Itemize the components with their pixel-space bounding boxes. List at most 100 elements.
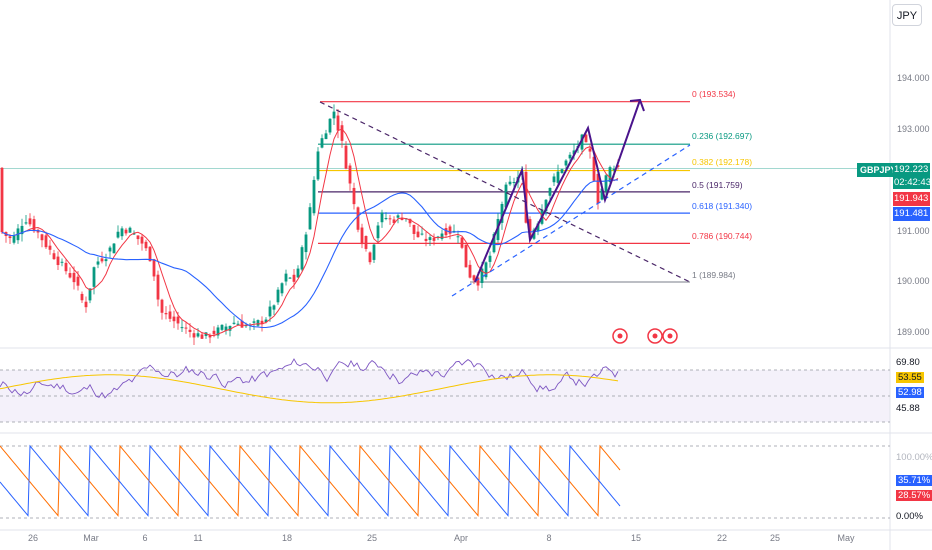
candle-body <box>92 267 96 287</box>
candle-body <box>180 327 184 329</box>
candle-body <box>236 323 240 325</box>
rsi-ma-value: 53.55 <box>896 372 924 383</box>
candle-body <box>456 236 460 238</box>
candle-body <box>392 219 396 224</box>
aroon-down-line <box>0 444 621 517</box>
candle-body <box>512 182 516 184</box>
time-axis-label: 15 <box>630 533 642 543</box>
candle-body <box>372 244 376 260</box>
currency-button[interactable]: JPY <box>892 4 922 26</box>
candle-body <box>324 133 328 140</box>
candle-body <box>8 236 12 239</box>
candle-body <box>508 181 512 185</box>
candle-body <box>492 233 496 253</box>
fib-label-0382: 0.382 (192.178) <box>692 157 753 167</box>
candle-body <box>120 228 124 237</box>
candle-body <box>168 311 172 319</box>
candle-body <box>64 262 68 272</box>
candle-body <box>336 115 340 131</box>
fib-label-1: 1 (189.984) <box>692 270 736 280</box>
candle-body <box>0 167 4 233</box>
candle-body <box>112 243 116 254</box>
aroon-top: 100.00% <box>896 452 932 463</box>
candle-body <box>460 237 464 248</box>
candle-body <box>164 313 168 315</box>
candle-body <box>340 125 344 141</box>
candle-body <box>468 264 472 278</box>
candle-body <box>152 259 156 277</box>
candle-body <box>356 207 360 230</box>
time-axis-label: 25 <box>366 533 378 543</box>
candle-body <box>240 320 244 328</box>
candle-body <box>260 320 264 325</box>
candle-body <box>384 218 388 220</box>
ma-slow-line <box>1 179 619 329</box>
candle-body <box>268 306 272 317</box>
candle-body <box>76 276 80 286</box>
candle-body <box>300 247 304 270</box>
time-axis-label: 26 <box>27 533 39 543</box>
candle-body <box>608 167 612 182</box>
candle-body <box>416 231 420 238</box>
candle-body <box>444 228 448 236</box>
candle-body <box>304 234 308 253</box>
candle-body <box>96 261 100 265</box>
candle-body <box>548 187 552 196</box>
ma-fast-line <box>1 128 619 337</box>
candle-body <box>592 156 596 181</box>
candle-body <box>484 262 488 278</box>
candle-body <box>500 203 504 223</box>
candle-body <box>140 236 144 244</box>
candle-body <box>68 273 72 278</box>
candle-body <box>172 316 176 322</box>
candle-body <box>428 237 432 240</box>
candle-body <box>432 237 436 241</box>
candle-body <box>440 233 444 239</box>
candle-body <box>596 173 600 204</box>
candle-body <box>156 274 160 300</box>
candle-body <box>212 330 216 335</box>
candle-body <box>536 223 540 232</box>
candle-body <box>584 134 588 143</box>
candle-body <box>28 218 32 225</box>
candle-body <box>308 207 312 230</box>
candle-body <box>552 176 556 183</box>
candle-body <box>32 219 36 232</box>
candle-body <box>420 233 424 235</box>
candle-body <box>184 327 188 329</box>
rsi-ma-line <box>0 374 619 404</box>
candle-body <box>572 150 576 155</box>
candle-body <box>364 236 368 249</box>
economic-event-dot <box>652 333 658 339</box>
candle-body <box>116 231 120 238</box>
candle-body <box>568 154 572 159</box>
candle-body <box>88 288 92 301</box>
time-axis-label: 22 <box>716 533 728 543</box>
candle-body <box>612 168 616 171</box>
price-scale-label: 190.000 <box>897 276 930 286</box>
candle-body <box>344 145 348 169</box>
candle-body <box>408 218 412 224</box>
fib-label-05: 0.5 (191.759) <box>692 180 743 190</box>
candle-body <box>396 215 400 218</box>
fib-label-0236: 0.236 (192.697) <box>692 131 753 141</box>
candle-body <box>80 293 84 301</box>
descending-trendline <box>319 101 691 283</box>
candle-body <box>100 258 104 262</box>
price-scale-label: 194.000 <box>897 73 930 83</box>
candle-body <box>204 332 208 336</box>
rsi-lower-band: 45.88 <box>896 403 920 414</box>
candle-body <box>328 118 332 133</box>
candle-body <box>124 229 128 234</box>
candle-body <box>196 333 200 337</box>
candle-body <box>288 277 292 279</box>
aroon-up-line <box>0 444 621 517</box>
price-scale-label: 193.000 <box>897 124 930 134</box>
rsi-upper-band: 69.80 <box>896 357 920 368</box>
time-axis-label: 11 <box>193 533 203 543</box>
candle-body <box>200 334 204 339</box>
projection-arrowhead <box>629 98 645 112</box>
symbol-tag: GBPJPY <box>857 163 900 177</box>
